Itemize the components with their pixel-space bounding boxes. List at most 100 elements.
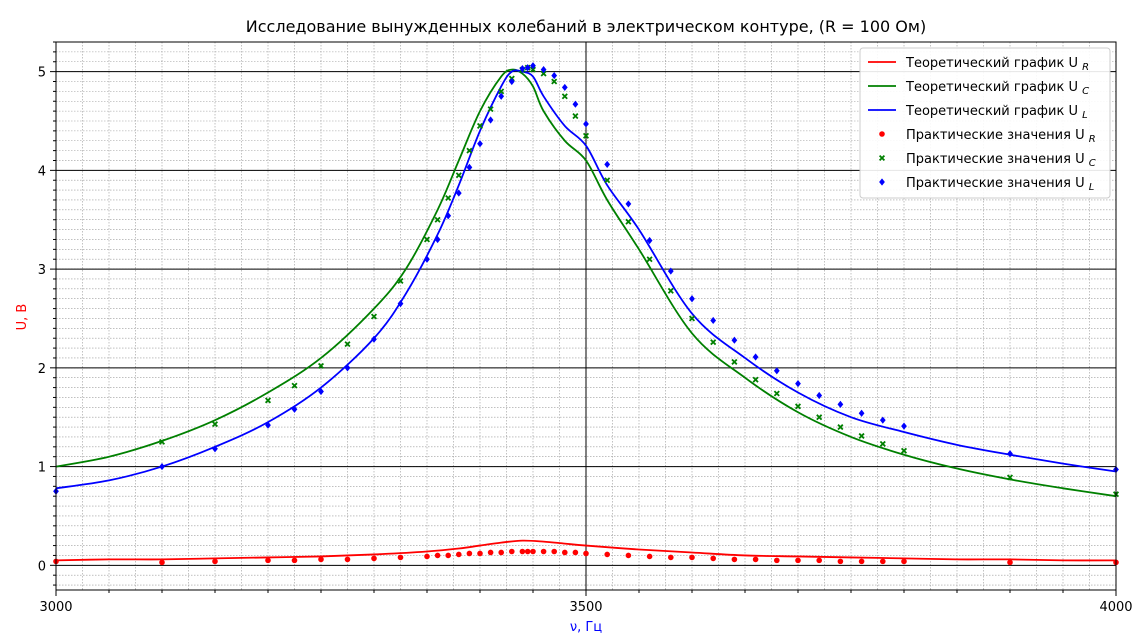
data-point (625, 218, 632, 225)
data-point (291, 405, 298, 413)
data-point (445, 212, 452, 220)
data-point (1006, 474, 1014, 481)
data-point (572, 100, 579, 108)
data-point (397, 300, 404, 308)
data-point (487, 116, 494, 124)
data-point (562, 549, 568, 556)
data-point (317, 362, 325, 369)
data-point (159, 559, 165, 566)
data-point (524, 64, 531, 72)
data-point (318, 556, 324, 563)
data-point (476, 122, 484, 129)
data-point (397, 277, 404, 284)
data-point (901, 422, 907, 430)
legend-entry-subscript: R (1082, 62, 1089, 73)
data-point (900, 447, 908, 454)
data-point (211, 421, 219, 428)
data-point (752, 376, 759, 383)
legend-entry-label: Теоретический график U C (905, 80, 1089, 97)
data-point (688, 315, 696, 322)
data-point (424, 255, 430, 263)
data-point (477, 140, 483, 148)
data-point (667, 267, 674, 275)
data-point (540, 548, 547, 555)
data-point (816, 391, 823, 400)
data-point (477, 550, 483, 557)
data-point (879, 416, 886, 424)
data-point (455, 189, 462, 197)
data-point (795, 380, 801, 388)
data-point (604, 160, 611, 169)
data-point (466, 147, 473, 154)
series-layer (53, 62, 1120, 566)
data-point (858, 409, 865, 417)
legend-entry-subscript: L (1082, 110, 1088, 121)
data-point (572, 113, 579, 120)
data-point (551, 78, 558, 85)
data-point (397, 554, 404, 561)
data-point (816, 414, 823, 421)
data-point (583, 550, 589, 557)
series-line-R (55, 539, 1117, 562)
data-point (291, 382, 298, 389)
y-tick-label: 5 (38, 66, 46, 81)
legend-entry-subscript: L (1089, 182, 1095, 193)
data-point (879, 178, 885, 186)
data-point (646, 256, 653, 263)
data-point (561, 93, 568, 100)
data-point (524, 548, 531, 555)
legend-entry-label: Практические значения U C (906, 152, 1096, 169)
data-point (646, 553, 653, 560)
data-point (423, 236, 431, 243)
x-tick-label: 3000 (39, 600, 72, 615)
data-point (487, 549, 494, 556)
legend-entry-label: Практические значения U L (906, 176, 1094, 193)
legend: Теоретический график U R Теоретический гр… (859, 47, 1111, 199)
data-point (572, 549, 579, 556)
data-point (466, 550, 473, 557)
data-point (158, 438, 166, 445)
data-point (668, 554, 674, 561)
data-point (752, 556, 759, 563)
data-point (795, 557, 801, 564)
data-point (689, 554, 695, 561)
data-point (752, 353, 759, 361)
data-point (466, 163, 473, 171)
data-point (455, 172, 462, 179)
series-points-C (158, 64, 1120, 498)
data-point (710, 555, 716, 562)
data-point (731, 358, 738, 365)
data-point (1007, 559, 1013, 566)
data-point (582, 132, 590, 139)
data-point (519, 548, 526, 555)
x-tick-label: 3500 (569, 600, 602, 615)
data-point (625, 552, 632, 559)
data-point (731, 556, 738, 563)
data-point (837, 558, 844, 565)
y-tick-label: 1 (38, 461, 46, 476)
data-point (710, 316, 717, 325)
data-point (604, 177, 611, 184)
data-point (774, 557, 780, 564)
data-point (434, 235, 441, 244)
data-point (212, 445, 218, 453)
data-point (291, 557, 298, 564)
data-point (1007, 450, 1013, 458)
data-point (434, 552, 441, 559)
y-axis-label: U, В (15, 304, 30, 331)
axis-ticks: 3000 3500 4000 0 1 2 3 4 5 (38, 41, 1133, 615)
data-point (264, 397, 272, 404)
legend-entry-subscript: R (1089, 134, 1096, 145)
x-tick-label: 4000 (1099, 600, 1132, 615)
data-point (731, 336, 738, 344)
data-point (625, 200, 632, 208)
series-points-R (53, 548, 1119, 566)
data-point (530, 548, 536, 555)
data-point (879, 131, 885, 137)
data-point (498, 88, 505, 95)
data-point (265, 421, 271, 429)
legend-entry-label: Теоретический график U R (905, 56, 1089, 73)
data-point (424, 553, 430, 560)
